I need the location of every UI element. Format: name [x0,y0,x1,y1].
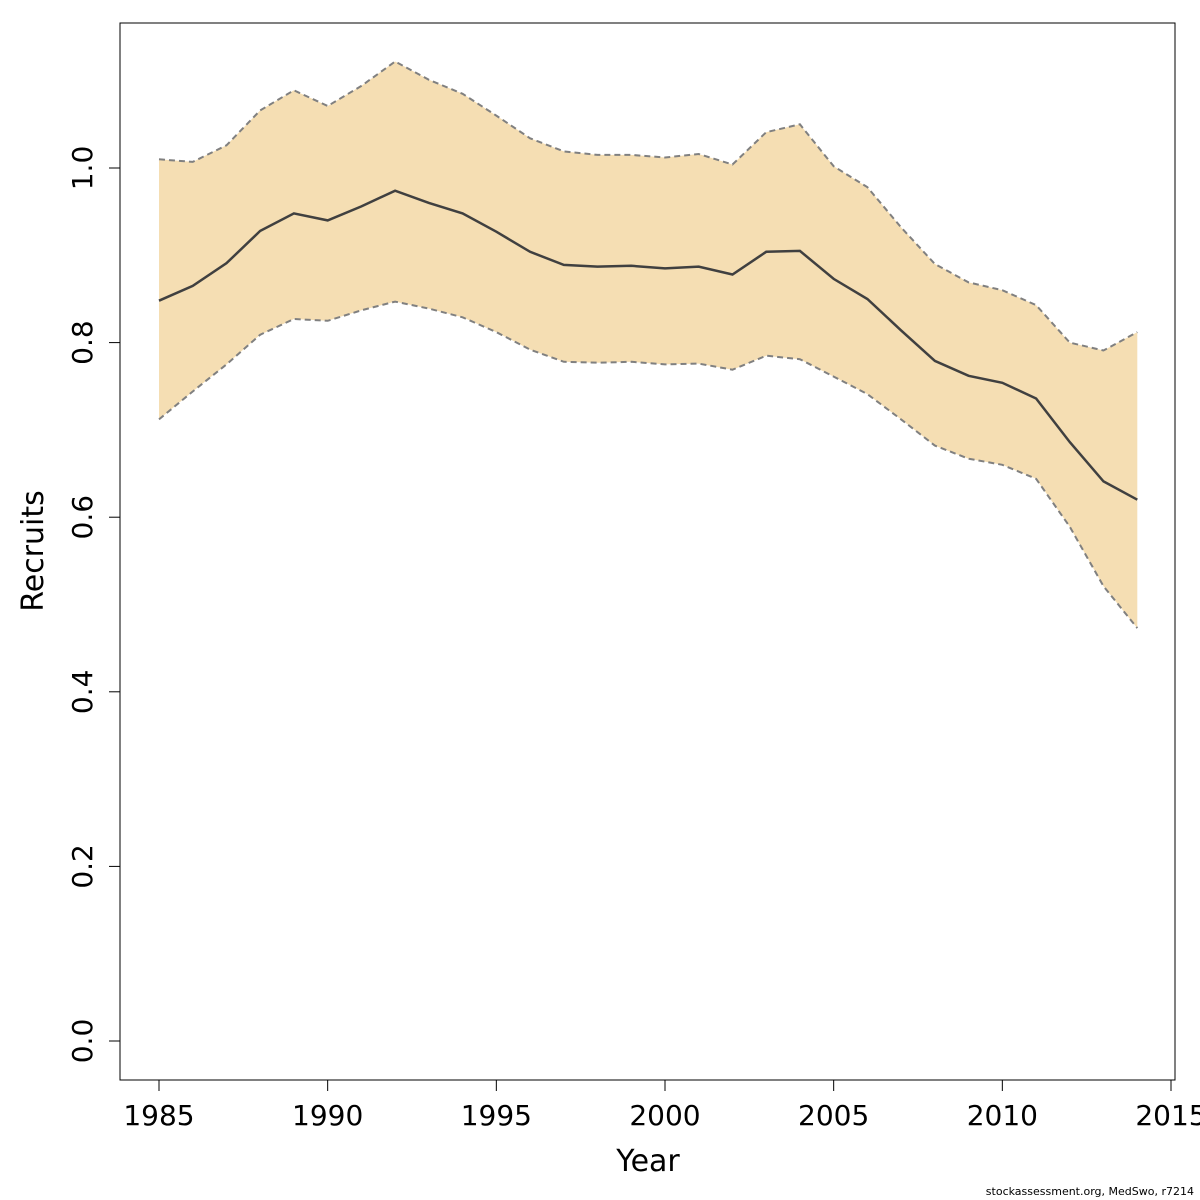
lower-bound-line [158,300,1139,629]
y-tick-label: 0.2 [66,844,99,889]
y-tick-label: 0.8 [66,320,99,365]
x-tick-label: 1995 [461,1099,532,1132]
confidence-band [159,61,1138,629]
y-tick-label: 0.0 [66,1019,99,1064]
x-tick-label: 2015 [1135,1099,1200,1132]
y-tick-label: 1.0 [66,146,99,191]
x-axis-title: Year [615,1144,680,1179]
y-tick-label: 0.4 [66,670,99,715]
estimate-line [158,189,1138,501]
y-tick-label: 0.6 [66,495,99,540]
upper-bound-line [158,60,1138,352]
x-tick-label: 1990 [292,1099,363,1132]
x-tick-label: 2005 [798,1099,869,1132]
x-tick-label: 2000 [629,1099,700,1132]
y-axis-title: Recruits [16,490,51,612]
footer-credit: stockassessment.org, MedSwo, r7214 [985,1185,1194,1198]
x-tick-label: 1985 [123,1099,194,1132]
x-tick-label: 2010 [967,1099,1038,1132]
